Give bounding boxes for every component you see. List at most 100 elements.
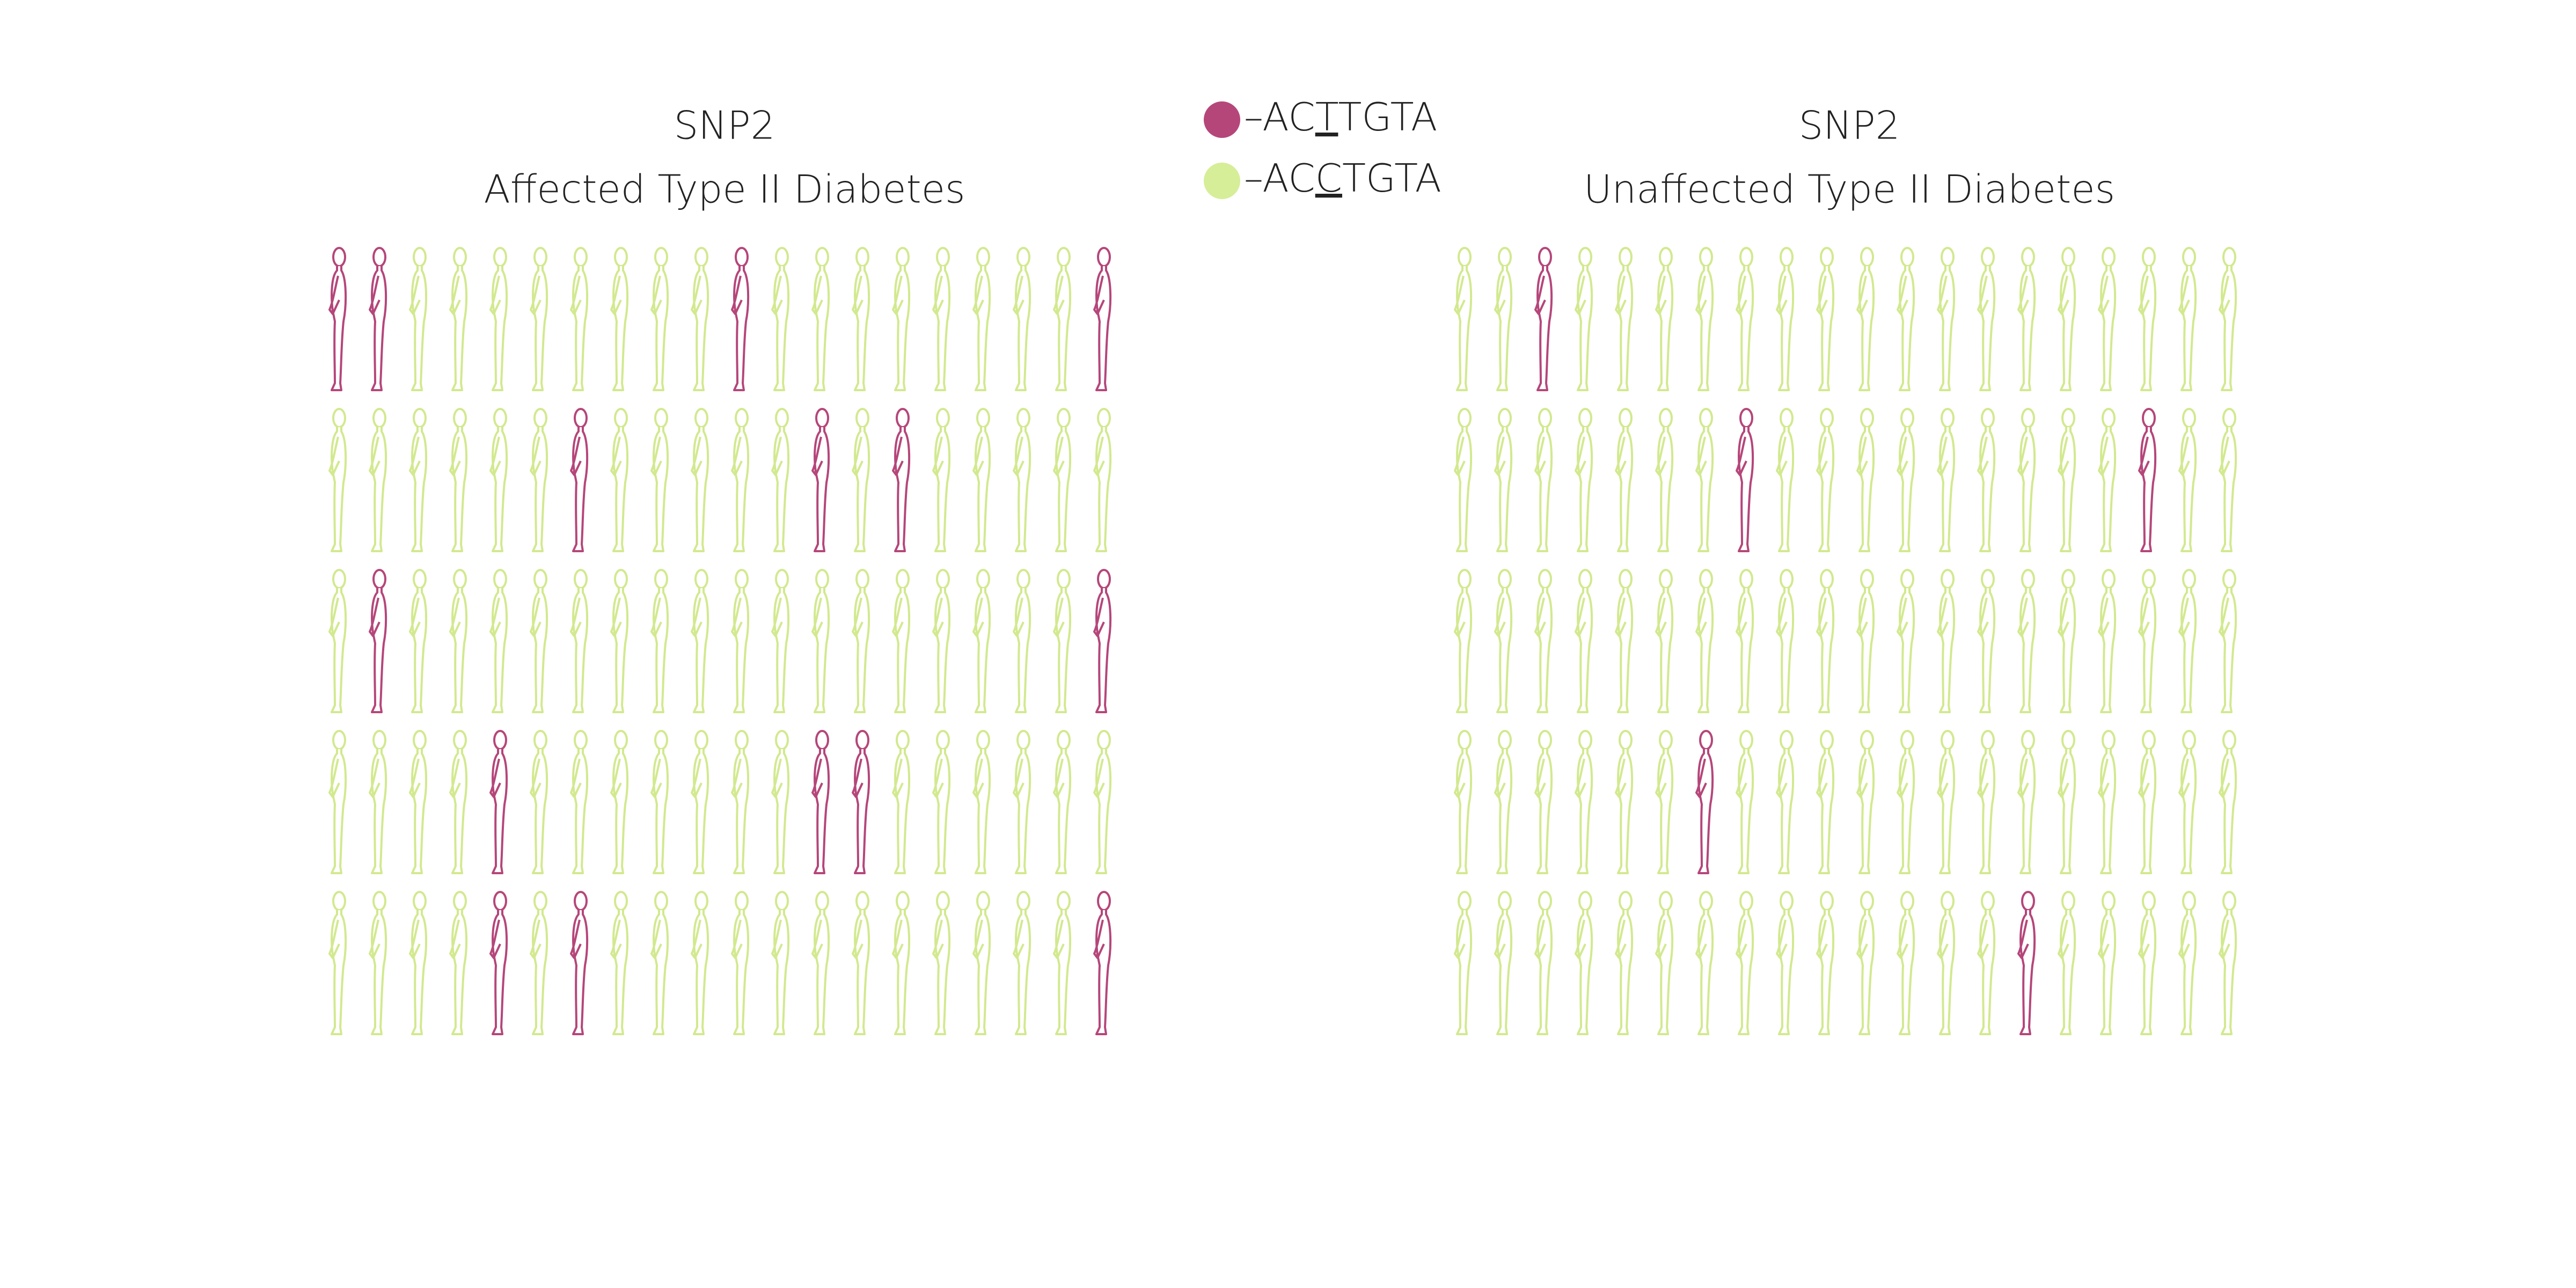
person-figure [771, 408, 790, 552]
person-figure [1937, 730, 1956, 874]
figure-body [1939, 910, 1956, 1035]
figure-arm [1494, 597, 1506, 637]
figure-head [1941, 247, 1955, 267]
figure-arm [1897, 919, 1908, 959]
figure-arm [1615, 597, 1627, 637]
figure-body [733, 427, 750, 552]
figure-arm [2098, 758, 2110, 798]
figure-arm [1013, 275, 1024, 315]
figure-body [1055, 910, 1072, 1035]
figure-body [814, 749, 830, 874]
figure-body [1697, 266, 1714, 391]
person-figure [1695, 247, 1714, 391]
person-figure [852, 730, 870, 874]
figure-head [1458, 730, 1472, 750]
person-figure [409, 730, 428, 874]
figure-head [413, 247, 427, 267]
figure-arm [1093, 597, 1105, 637]
figure-arm [2138, 597, 2150, 637]
figure-body [2140, 427, 2157, 552]
person-figure [1615, 891, 1634, 1035]
figure-body [1818, 910, 1835, 1035]
figure-body [1456, 910, 1473, 1035]
figure-head [1981, 247, 1995, 267]
figure-arm [1494, 758, 1506, 798]
figure-head [1057, 247, 1071, 267]
figure-body [1055, 749, 1072, 874]
figure-body [532, 266, 548, 391]
figure-arm [1575, 436, 1586, 476]
person-figure [771, 891, 790, 1035]
figure-arm [1093, 758, 1105, 798]
figure-arm [1534, 758, 1546, 798]
figure-body [1697, 910, 1714, 1035]
person-figure [2058, 569, 2076, 713]
figure-head [413, 730, 427, 750]
figure-body [1015, 266, 1031, 391]
figure-arm [1655, 758, 1667, 798]
person-figure [2219, 247, 2237, 391]
figure-arm [369, 597, 380, 637]
figure-head [1057, 730, 1071, 750]
figure-arm [771, 275, 783, 315]
figure-body [2100, 427, 2117, 552]
figure-head [936, 569, 950, 589]
figure-body [1015, 588, 1031, 713]
figure-head [855, 730, 869, 750]
figure-body [572, 588, 589, 713]
figure-arm [1937, 275, 1949, 315]
figure-body [693, 910, 709, 1035]
figure-arm [1575, 275, 1586, 315]
person-figure [1977, 891, 1996, 1035]
person-figure [731, 408, 750, 552]
person-figure [2138, 247, 2157, 391]
figure-head [2182, 891, 2196, 911]
figure-head [1498, 569, 1512, 589]
figure-arm [771, 758, 783, 798]
figure-body [975, 588, 991, 713]
figure-body [331, 427, 347, 552]
person-figure [1695, 730, 1714, 874]
figure-arm [449, 436, 461, 476]
figure-arm [691, 758, 702, 798]
person-figure [449, 247, 468, 391]
figure-arm [1575, 597, 1586, 637]
person-figure [409, 247, 428, 391]
figure-arm [1013, 919, 1024, 959]
person-figure [972, 408, 991, 552]
figure-body [1818, 588, 1835, 713]
figure-body [1738, 427, 1754, 552]
figure-arm [610, 919, 622, 959]
figure-head [1016, 247, 1030, 267]
person-figure [691, 730, 709, 874]
figure-arm [852, 919, 863, 959]
figure-head [1699, 730, 1713, 750]
figure-head [1619, 247, 1633, 267]
figure-arm [489, 758, 501, 798]
person-figure [1093, 247, 1112, 391]
person-figure [1695, 408, 1714, 552]
figure-head [1538, 891, 1552, 911]
figure-head [2021, 247, 2035, 267]
figure-body [1818, 266, 1835, 391]
figure-body [2060, 427, 2076, 552]
figure-body [773, 588, 790, 713]
figure-head [1097, 247, 1111, 267]
figure-arm [328, 275, 340, 315]
figure-arm [771, 597, 783, 637]
figure-arm [1937, 919, 1949, 959]
figure-arm [2058, 597, 2069, 637]
person-figure [369, 891, 387, 1035]
figure-arm [1856, 275, 1868, 315]
figure-head [735, 730, 749, 750]
figure-arm [852, 597, 863, 637]
figure-arm [691, 436, 702, 476]
figure-arm [811, 275, 823, 315]
person-figure [1856, 569, 1875, 713]
figure-head [1498, 247, 1512, 267]
figure-head [2021, 408, 2035, 428]
person-figure [570, 247, 589, 391]
person-figure [449, 891, 468, 1035]
figure-body [411, 427, 428, 552]
figure-arm [1454, 275, 1466, 315]
